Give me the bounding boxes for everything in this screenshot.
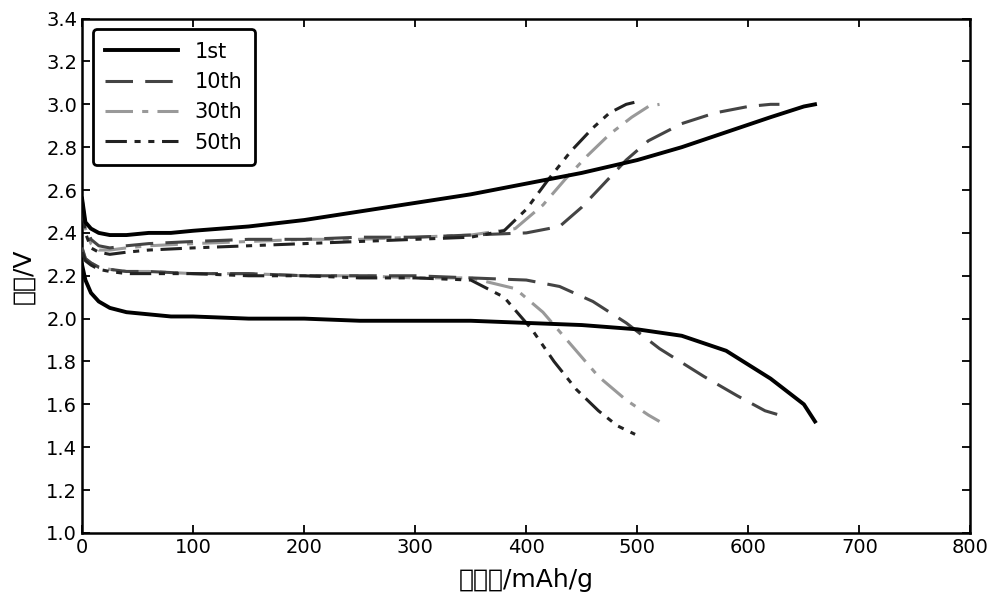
Legend: 1st, 10th, 30th, 50th: 1st, 10th, 30th, 50th	[93, 29, 255, 165]
Line: 1st: 1st	[82, 104, 815, 235]
1st	[809, 101, 821, 108]
10th	[765, 101, 777, 108]
1st	[243, 223, 255, 230]
50th	[498, 227, 510, 235]
10th	[121, 242, 133, 250]
30th	[465, 232, 477, 239]
50th	[565, 148, 577, 155]
30th	[581, 152, 593, 159]
10th	[85, 236, 97, 243]
1st	[121, 232, 133, 239]
50th	[520, 206, 532, 213]
Y-axis label: 电压/V: 电压/V	[11, 248, 35, 303]
1st	[676, 144, 688, 151]
50th	[85, 244, 97, 251]
10th	[465, 232, 477, 239]
50th	[121, 248, 133, 256]
1st	[720, 128, 732, 136]
10th	[520, 229, 532, 236]
1st	[85, 225, 97, 232]
50th	[79, 229, 91, 236]
10th	[76, 195, 88, 202]
50th	[187, 244, 199, 251]
10th	[104, 244, 116, 251]
1st	[165, 229, 177, 236]
Line: 10th: 10th	[82, 104, 779, 248]
1st	[765, 113, 777, 121]
30th	[243, 238, 255, 245]
50th	[587, 124, 599, 131]
30th	[79, 225, 91, 232]
50th	[604, 109, 616, 116]
1st	[465, 191, 477, 198]
10th	[676, 120, 688, 127]
10th	[93, 242, 105, 250]
10th	[409, 233, 421, 241]
30th	[559, 175, 571, 183]
50th	[298, 240, 310, 247]
50th	[629, 98, 641, 106]
1st	[576, 169, 588, 177]
10th	[243, 236, 255, 243]
30th	[409, 233, 421, 241]
10th	[298, 236, 310, 243]
1st	[76, 195, 88, 202]
1st	[298, 216, 310, 224]
10th	[554, 223, 566, 230]
30th	[537, 201, 549, 209]
30th	[121, 244, 133, 251]
10th	[620, 156, 632, 163]
1st	[143, 229, 155, 236]
50th	[143, 247, 155, 254]
30th	[76, 199, 88, 206]
10th	[576, 204, 588, 211]
30th	[354, 236, 366, 243]
30th	[143, 242, 155, 250]
10th	[773, 101, 785, 108]
30th	[604, 131, 616, 138]
10th	[598, 180, 610, 188]
X-axis label: 比容量/mAh/g: 比容量/mAh/g	[459, 568, 594, 592]
10th	[354, 233, 366, 241]
1st	[520, 180, 532, 188]
30th	[93, 247, 105, 254]
30th	[187, 240, 199, 247]
30th	[642, 103, 654, 110]
30th	[298, 236, 310, 243]
50th	[243, 242, 255, 250]
Line: 30th: 30th	[82, 104, 660, 250]
10th	[187, 238, 199, 245]
1st	[354, 208, 366, 215]
10th	[642, 137, 654, 144]
10th	[742, 103, 754, 110]
50th	[76, 204, 88, 211]
30th	[104, 247, 116, 254]
1st	[409, 199, 421, 206]
1st	[79, 218, 91, 226]
10th	[79, 221, 91, 228]
50th	[542, 175, 554, 183]
1st	[187, 227, 199, 235]
Line: 50th: 50th	[82, 102, 635, 254]
1st	[631, 156, 643, 163]
30th	[654, 101, 666, 108]
30th	[626, 113, 638, 121]
50th	[354, 238, 366, 245]
50th	[409, 236, 421, 243]
30th	[85, 240, 97, 247]
1st	[93, 229, 105, 236]
50th	[93, 248, 105, 256]
30th	[509, 225, 521, 232]
50th	[465, 233, 477, 241]
1st	[104, 232, 116, 239]
10th	[143, 240, 155, 247]
1st	[798, 103, 810, 110]
10th	[709, 109, 721, 116]
50th	[104, 251, 116, 258]
50th	[620, 101, 632, 108]
